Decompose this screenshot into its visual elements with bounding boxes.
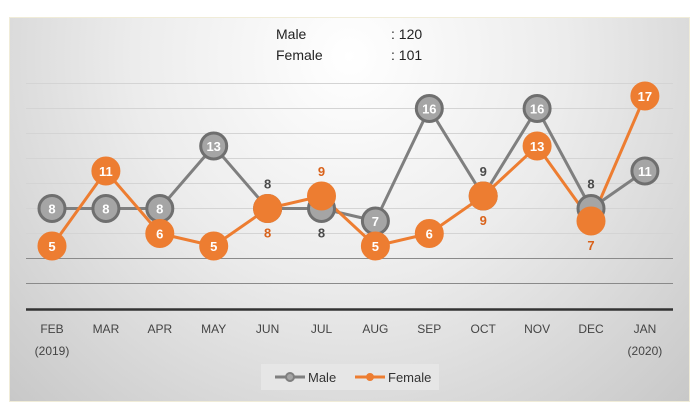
data-point-female bbox=[37, 231, 67, 261]
data-label-male: 11 bbox=[638, 164, 652, 179]
data-label-female: 5 bbox=[372, 239, 379, 254]
data-label-male: 8 bbox=[318, 226, 325, 241]
x-tick-label: DEC bbox=[578, 322, 604, 336]
x-tick-label: APR bbox=[147, 322, 172, 336]
data-point-male bbox=[91, 194, 121, 223]
female-total-value: : 101 bbox=[391, 47, 423, 63]
x-tick-label: JUN bbox=[256, 322, 279, 336]
x-tick-label: MAR bbox=[93, 322, 120, 336]
data-label-male: 8 bbox=[156, 202, 163, 217]
x-tick-label: JAN bbox=[634, 322, 657, 336]
data-label-male: 7 bbox=[372, 214, 379, 229]
data-point-female bbox=[468, 181, 498, 211]
legend-marker-male bbox=[285, 372, 295, 382]
data-point-female bbox=[360, 231, 390, 261]
x-tick-label: JUL bbox=[311, 322, 333, 336]
male-total-value: : 120 bbox=[391, 26, 423, 42]
x-tick-label: MAY bbox=[201, 322, 226, 336]
data-label-female: 6 bbox=[156, 227, 163, 242]
data-label-male: 9 bbox=[480, 164, 487, 179]
data-point-male bbox=[414, 94, 444, 123]
series-line-female bbox=[50, 95, 647, 248]
data-label-male: 8 bbox=[264, 177, 271, 192]
data-label-male: 8 bbox=[48, 202, 55, 217]
data-point-female bbox=[199, 231, 229, 261]
female-total-label: Female bbox=[276, 47, 323, 63]
x-tick-label: AUG bbox=[362, 322, 388, 336]
data-point-female bbox=[414, 219, 444, 248]
x-tick-label: SEP bbox=[417, 322, 441, 336]
legend-marker-female bbox=[366, 373, 374, 381]
data-label-male: 8 bbox=[587, 177, 594, 192]
data-label-male: 16 bbox=[530, 102, 544, 117]
data-point-female bbox=[576, 206, 606, 236]
x-tick-label: NOV bbox=[524, 322, 550, 336]
data-point-female bbox=[91, 156, 121, 186]
data-label-female: 5 bbox=[210, 239, 217, 254]
x-tick-label: FEB bbox=[40, 322, 63, 336]
data-label-female: 9 bbox=[318, 164, 325, 179]
data-label-female: 9 bbox=[480, 213, 487, 228]
data-label-female: 17 bbox=[638, 89, 652, 104]
data-point-female bbox=[253, 194, 283, 223]
data-point-female bbox=[145, 219, 175, 248]
data-label-female: 13 bbox=[530, 139, 544, 154]
data-label-male: 16 bbox=[422, 102, 436, 117]
male-total-label: Male bbox=[276, 26, 307, 42]
data-label-female: 11 bbox=[99, 164, 113, 179]
series-line-male bbox=[52, 105, 646, 223]
data-label-female: 5 bbox=[48, 239, 55, 254]
data-point-female bbox=[522, 131, 552, 161]
data-label-female: 6 bbox=[426, 227, 433, 242]
data-point-male bbox=[522, 94, 552, 123]
data-point-male bbox=[630, 156, 660, 186]
x-tick-sublabel: (2020) bbox=[628, 344, 663, 358]
data-label-male: 8 bbox=[102, 202, 109, 217]
data-point-female bbox=[630, 81, 660, 111]
data-point-female bbox=[307, 181, 336, 211]
x-tick-sublabel: (2019) bbox=[35, 344, 70, 358]
x-tick-label: OCT bbox=[471, 322, 497, 336]
legend-label-male: Male bbox=[308, 370, 336, 385]
data-label-female: 7 bbox=[587, 238, 594, 253]
data-label-female: 8 bbox=[264, 226, 271, 241]
data-point-male bbox=[37, 194, 67, 223]
data-label-male: 13 bbox=[206, 139, 220, 154]
legend-label-female: Female bbox=[388, 370, 431, 385]
data-point-male bbox=[199, 131, 229, 161]
